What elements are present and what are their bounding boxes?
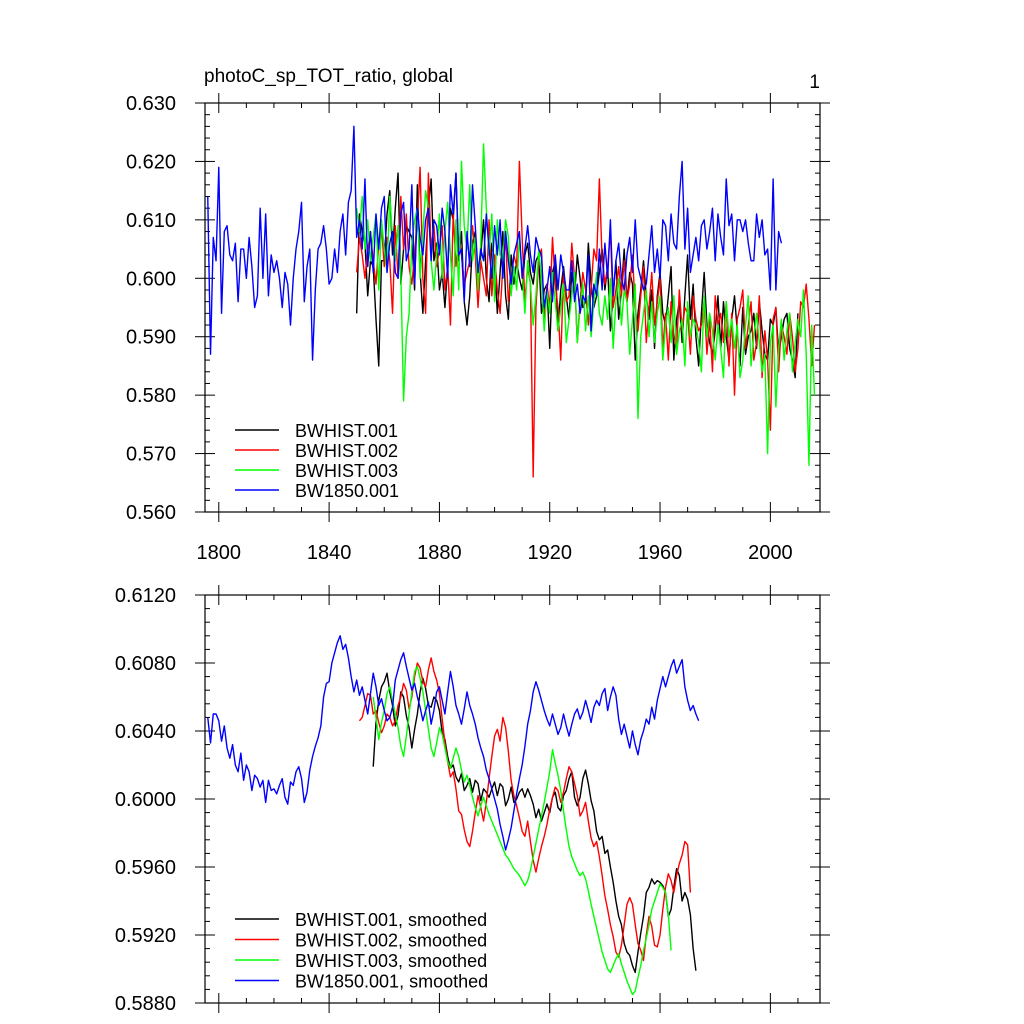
bottom-panel: 0.5880 0.5920 0.5960 0.6000 0.6040 0.6080 0.61…	[115, 585, 830, 1015]
bottom-legend-label: BWHIST.003, smoothed	[295, 951, 487, 971]
top-x-tick-label: 1880	[417, 542, 462, 564]
top-x-tick-label: 2000	[748, 542, 793, 564]
bottom-y-tick-label: 0.6040	[115, 721, 176, 743]
top-plot-content: 1800 1840 1880 1920 1960 2000 0.560 0.570 0.580 0…	[126, 93, 830, 564]
top-x-tick-label: 1960	[638, 542, 683, 564]
bottom-y-tick-label: 0.6120	[115, 585, 176, 607]
bottom-y-tick-label: 0.5960	[115, 857, 176, 879]
bottom-y-tick-label: 0.6000	[115, 789, 176, 811]
top-legend-label: BWHIST.003	[295, 461, 398, 481]
top-y-tick-label: 0.590	[126, 327, 176, 349]
bottom-series-line-3	[372, 665, 672, 996]
bottom-y-tick-label: 0.5920	[115, 925, 176, 947]
bottom-plot-content: 0.5880 0.5920 0.5960 0.6000 0.6040 0.6080 0.61…	[115, 585, 830, 1015]
top-y-tick-label: 0.630	[126, 93, 176, 115]
bottom-legend-label: BWHIST.001, smoothed	[295, 910, 487, 930]
top-series-line-3	[355, 143, 816, 466]
top-legend-label: BWHIST.002	[295, 441, 398, 461]
bottom-series-line-4	[207, 635, 700, 851]
top-y-tick-label: 0.610	[126, 210, 176, 232]
top-x-tick-label: 1920	[527, 542, 572, 564]
bottom-series-line-1	[372, 672, 697, 974]
top-series-line-1	[355, 172, 799, 379]
top-y-tick-label: 0.580	[126, 385, 176, 407]
bottom-y-tick-label: 0.6080	[115, 653, 176, 675]
top-y-tick-label: 0.620	[126, 151, 176, 173]
top-legend-label: BWHIST.001	[295, 421, 398, 441]
top-x-tick-label: 1800	[197, 542, 242, 564]
bottom-legend-label: BWHIST.002, smoothed	[295, 931, 487, 951]
top-x-tick-label: 1840	[307, 542, 352, 564]
top-y-tick-label: 0.600	[126, 268, 176, 290]
bottom-y-tick-label: 0.5880	[115, 993, 176, 1015]
top-panel-index: 1	[809, 72, 820, 93]
top-y-tick-label: 0.560	[126, 502, 176, 524]
bottom-legend-label: BW1850.001, smoothed	[295, 972, 488, 992]
top-panel-title: photoC_sp_TOT_ratio, global	[204, 66, 453, 87]
top-y-tick-label: 0.570	[126, 444, 176, 466]
top-plot-frame	[204, 102, 821, 513]
top-series-line-4	[207, 125, 783, 361]
top-panel: photoC_sp_TOT_ratio, global 1 1800 1840 18…	[126, 66, 830, 564]
top-legend-label: BW1850.001	[295, 481, 399, 501]
